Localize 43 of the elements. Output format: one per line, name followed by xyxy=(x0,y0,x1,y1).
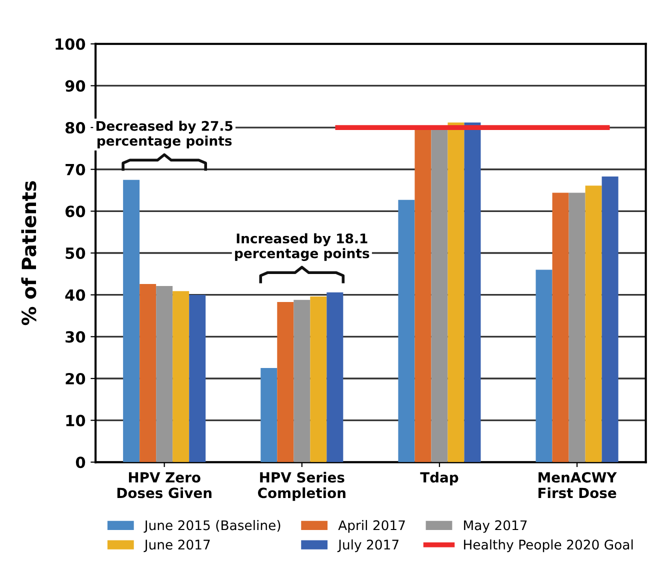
bar xyxy=(552,192,569,462)
y-tick-label: 50 xyxy=(66,247,86,260)
bar xyxy=(310,296,327,462)
bar xyxy=(464,122,481,462)
annotation: Decreased by 27.5 percentage points xyxy=(96,120,232,148)
y-axis-title: % of Patients xyxy=(21,181,36,326)
bar xyxy=(536,270,552,462)
bar xyxy=(602,176,618,462)
legend-label: April 2017 xyxy=(338,520,405,533)
y-tick-label: 70 xyxy=(66,164,86,176)
y-tick-label: 0 xyxy=(76,456,86,468)
y-tick-label: 80 xyxy=(66,122,86,134)
y-tick-label: 20 xyxy=(66,372,86,385)
y-tick-label: 10 xyxy=(66,414,86,426)
bar xyxy=(156,286,173,462)
y-tick-label: 100 xyxy=(56,38,86,50)
legend-label: May 2017 xyxy=(464,520,527,533)
annotation: Increased by 18.1 percentage points xyxy=(235,233,370,261)
legend-label: July 2017 xyxy=(337,539,398,552)
legend-label: Healthy People 2020 Goal xyxy=(464,539,633,552)
y-tick-label: 60 xyxy=(66,206,86,218)
bar xyxy=(326,292,344,462)
bar xyxy=(277,302,294,462)
bar xyxy=(398,200,415,462)
legend-label: June 2017 xyxy=(144,540,210,552)
bar xyxy=(585,186,602,462)
y-tick-label: 40 xyxy=(65,289,86,301)
bar xyxy=(294,300,310,462)
x-tick-label: Tdap xyxy=(420,472,458,486)
bar xyxy=(568,192,586,462)
x-tick-label: HPV Series Completion xyxy=(258,472,346,501)
x-tick-label: HPV Zero Doses Given xyxy=(117,472,212,498)
bar xyxy=(123,180,140,462)
bar xyxy=(448,122,464,462)
legend-label: June 2015 (Baseline) xyxy=(144,520,280,533)
bar xyxy=(189,294,206,462)
x-tick-label: MenACWY First Dose xyxy=(538,472,617,498)
y-tick-label: 90 xyxy=(65,80,86,92)
y-tick-label: 30 xyxy=(66,331,86,343)
bar xyxy=(140,284,156,462)
bar xyxy=(172,291,190,462)
bar xyxy=(260,368,278,462)
bar xyxy=(414,130,432,462)
